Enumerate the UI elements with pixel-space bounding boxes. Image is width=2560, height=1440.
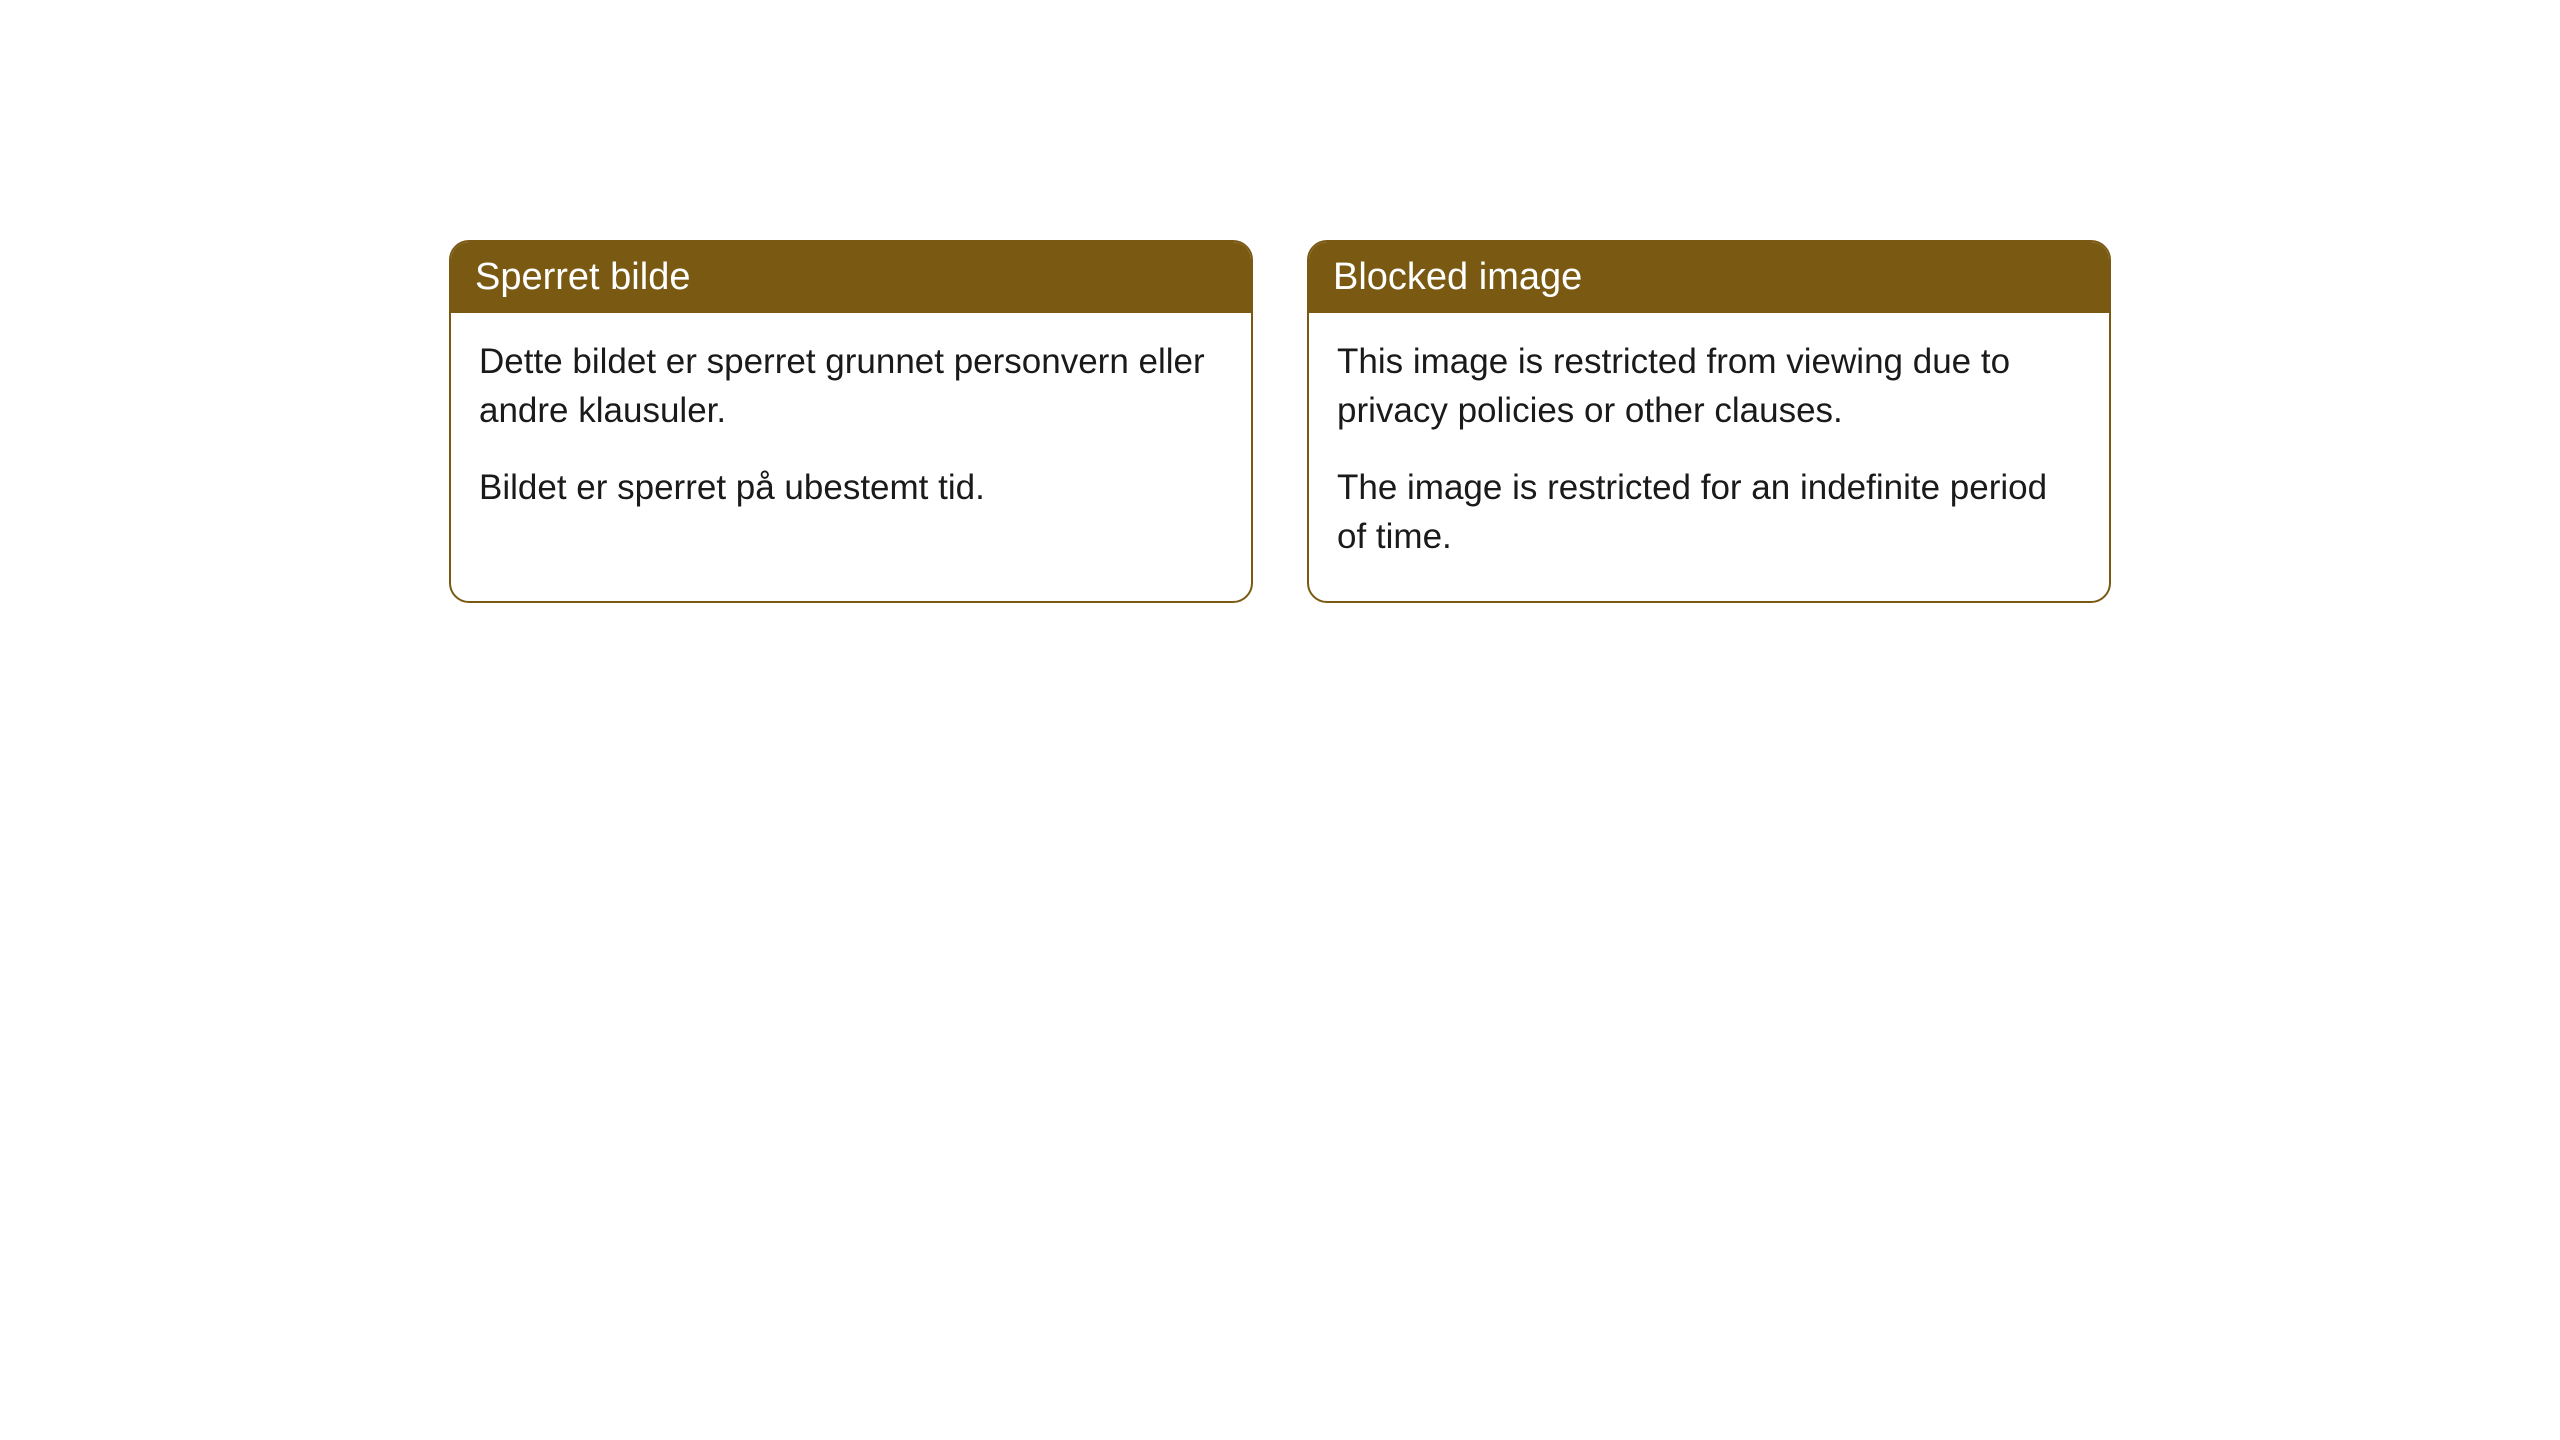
card-title: Sperret bilde [475,256,690,298]
card-paragraph-2: Bildet er sperret på ubestemt tid. [479,463,1223,512]
card-header: Blocked image [1309,242,2109,313]
card-paragraph-2: The image is restricted for an indefinit… [1337,463,2081,561]
card-title: Blocked image [1333,256,1582,298]
blocked-image-card-english: Blocked image This image is restricted f… [1307,240,2111,603]
notice-cards-container: Sperret bilde Dette bildet er sperret gr… [0,0,2560,603]
card-body: This image is restricted from viewing du… [1309,313,2109,601]
blocked-image-card-norwegian: Sperret bilde Dette bildet er sperret gr… [449,240,1253,603]
card-paragraph-1: Dette bildet er sperret grunnet personve… [479,337,1223,435]
card-body: Dette bildet er sperret grunnet personve… [451,313,1251,552]
card-paragraph-1: This image is restricted from viewing du… [1337,337,2081,435]
card-header: Sperret bilde [451,242,1251,313]
